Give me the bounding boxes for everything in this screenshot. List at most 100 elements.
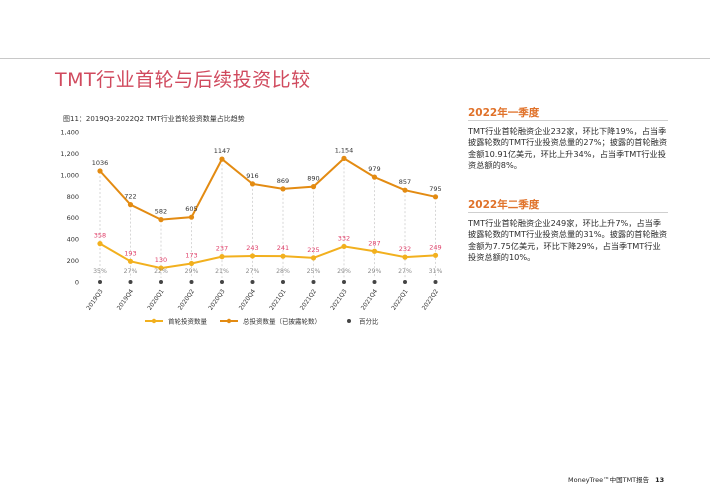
total-investment-point — [341, 155, 347, 161]
total-investment-point — [432, 194, 439, 200]
first-round-data-label: 332 — [338, 234, 350, 242]
chart-title: 图11：2019Q3-2022Q2 TMT行业首轮投资数量占比趋势 — [63, 115, 245, 123]
total-data-label: 979 — [368, 165, 380, 173]
percent-label: 28% — [276, 268, 290, 275]
first-round-point — [402, 254, 408, 260]
percent-label: 35% — [93, 268, 107, 275]
first-round-data-label: 237 — [216, 245, 228, 253]
total-data-label: 1147 — [214, 147, 231, 155]
first-round-data-label: 243 — [246, 244, 258, 252]
total-investment-point — [249, 181, 256, 187]
first-round-point — [188, 260, 195, 267]
total-data-label: 1036 — [92, 159, 109, 167]
line-chart: 1,400 1,200 1,000 800 600 400 200 0 1036 722 582 60… — [60, 129, 443, 326]
total-data-label: 795 — [429, 185, 441, 193]
first-round-point — [341, 243, 347, 250]
total-investment-point — [310, 184, 317, 190]
first-round-point — [158, 265, 164, 271]
page-number: 13 — [655, 476, 665, 484]
total-investment-point — [219, 156, 225, 162]
first-round-point — [127, 258, 134, 264]
first-round-data-label: 241 — [277, 244, 289, 252]
footer-text: MoneyTree™中国TMT报告 — [568, 476, 650, 484]
x-tick-label: 2020Q4 — [238, 288, 257, 312]
x-tick-label: 2022Q1 — [390, 288, 409, 312]
first-round-point — [249, 253, 256, 259]
y-tick-label: 800 — [67, 193, 79, 201]
total-investment-point — [97, 168, 103, 174]
first-round-data-label: 193 — [124, 249, 136, 257]
first-round-point — [432, 252, 439, 258]
first-round-data-label: 130 — [155, 256, 167, 264]
total-investment-point — [402, 187, 408, 193]
first-round-data-label: 358 — [94, 232, 106, 240]
section-q2: 2022年二季度 TMT行业首轮融资企业249家，环比上升7%，占当季披露轮数的… — [468, 199, 668, 264]
legend-label: 总投资数量（已披露轮数） — [243, 317, 321, 326]
percent-label: 27% — [398, 268, 412, 275]
percent-dot — [281, 280, 285, 284]
total-data-label: 890 — [307, 175, 319, 183]
y-tick-label: 0 — [75, 279, 79, 287]
x-tick-label: 2021Q3 — [329, 288, 348, 312]
first-round-data-label: 225 — [307, 246, 319, 254]
total-data-label: 1,154 — [335, 146, 354, 154]
percent-dot — [128, 280, 133, 284]
x-tick-label: 2021Q4 — [360, 288, 379, 312]
x-tick-label: 2019Q4 — [116, 288, 135, 312]
percent-dot — [220, 280, 224, 284]
total-investment-point — [158, 217, 164, 223]
y-tick-label: 1,000 — [60, 171, 79, 179]
section-body: TMT行业首轮融资企业232家，环比下降19%，占当季披露轮数的TMT行业投资总… — [468, 125, 668, 171]
percent-label: 29% — [185, 268, 199, 275]
percent-dot — [98, 280, 102, 284]
total-investment-line — [99, 157, 436, 221]
x-tick-label: 2021Q2 — [299, 288, 318, 312]
first-round-point — [371, 248, 378, 254]
section-divider — [468, 212, 668, 213]
x-tick-label: 2022Q2 — [421, 288, 440, 312]
total-data-label: 582 — [155, 208, 167, 216]
total-investment-point — [280, 186, 286, 192]
legend-label: 百分比 — [359, 317, 379, 326]
first-round-point — [97, 241, 103, 247]
percent-dot — [372, 280, 377, 284]
percent-label: 21% — [215, 268, 229, 275]
section-heading: 2022年一季度 — [468, 107, 540, 119]
x-tick-label: 2020Q3 — [207, 288, 226, 312]
first-round-point — [310, 255, 317, 261]
legend-swatch-point — [226, 318, 232, 324]
percent-dot — [250, 280, 255, 284]
top-rule — [0, 58, 710, 59]
total-investment-point — [188, 214, 195, 220]
x-tick-label: 2021Q1 — [268, 288, 287, 312]
first-round-data-label: 249 — [429, 243, 441, 251]
first-round-data-label: 173 — [185, 251, 197, 259]
percent-dot — [311, 280, 316, 284]
percent-dot — [433, 280, 438, 284]
percent-label: 29% — [368, 268, 382, 275]
first-round-data-label: 232 — [399, 245, 411, 253]
total-data-label: 722 — [124, 193, 136, 201]
x-tick-label: 2020Q1 — [146, 288, 165, 312]
percent-label: 27% — [246, 268, 260, 275]
total-data-label: 605 — [185, 205, 197, 213]
legend-swatch-point — [151, 318, 157, 324]
page-title: TMT行业首轮与后续投资比较 — [55, 69, 311, 91]
total-data-label: 916 — [246, 172, 258, 180]
percent-label: 27% — [124, 268, 138, 275]
percent-label: 29% — [337, 268, 351, 275]
footer: MoneyTree™中国TMT报告 13 — [568, 474, 664, 484]
first-round-point — [280, 253, 286, 259]
legend-swatch-point — [347, 319, 351, 323]
first-round-data-label: 287 — [368, 239, 380, 247]
percent-dot — [342, 280, 346, 284]
percent-label: 31% — [429, 268, 443, 275]
y-tick-label: 1,400 — [60, 129, 79, 137]
percent-dot — [189, 280, 194, 284]
first-round-line — [99, 242, 436, 270]
section-heading: 2022年二季度 — [468, 199, 540, 211]
percent-label: 22% — [154, 268, 168, 275]
y-tick-label: 200 — [67, 257, 79, 265]
first-round-point — [219, 254, 225, 260]
total-investment-point — [371, 174, 378, 180]
